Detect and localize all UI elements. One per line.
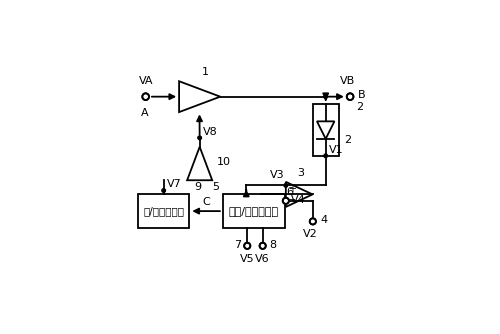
Bar	[223, 194, 284, 228]
Text: V7: V7	[167, 179, 182, 189]
Text: V1: V1	[329, 145, 344, 155]
Text: +: +	[288, 184, 296, 194]
Text: 3: 3	[298, 168, 304, 178]
Text: 2: 2	[344, 135, 351, 145]
Text: 10: 10	[216, 157, 230, 167]
Text: V5: V5	[240, 254, 254, 264]
Circle shape	[142, 93, 149, 100]
Text: 7: 7	[234, 239, 241, 249]
Bar	[313, 104, 338, 156]
Text: V3: V3	[270, 170, 284, 180]
Text: −: −	[288, 195, 296, 205]
Text: V2: V2	[303, 229, 318, 239]
Text: 4: 4	[320, 215, 328, 225]
Circle shape	[260, 243, 266, 249]
Circle shape	[162, 189, 166, 192]
Text: VA: VA	[138, 76, 153, 87]
Text: 9: 9	[194, 182, 202, 192]
Text: 2: 2	[356, 102, 364, 112]
Text: V8: V8	[203, 127, 218, 137]
Circle shape	[244, 243, 250, 249]
Text: V6: V6	[256, 254, 270, 264]
Text: VB: VB	[340, 76, 355, 87]
Circle shape	[284, 184, 288, 187]
Text: 递增/递减计数器: 递增/递减计数器	[228, 206, 278, 216]
Circle shape	[310, 218, 316, 224]
Circle shape	[282, 198, 289, 204]
Bar	[138, 194, 190, 228]
Text: C: C	[202, 197, 210, 207]
Text: B: B	[358, 91, 366, 101]
Circle shape	[324, 154, 328, 158]
Circle shape	[198, 136, 202, 140]
Text: 8: 8	[269, 239, 276, 249]
Text: 5: 5	[212, 182, 219, 192]
Text: 1: 1	[202, 67, 208, 77]
Text: V4: V4	[290, 195, 305, 205]
Circle shape	[324, 95, 328, 99]
Text: 6: 6	[286, 187, 293, 197]
Text: A: A	[140, 108, 148, 118]
Circle shape	[347, 93, 354, 100]
Text: 数/模转换电路: 数/模转换电路	[143, 206, 184, 216]
